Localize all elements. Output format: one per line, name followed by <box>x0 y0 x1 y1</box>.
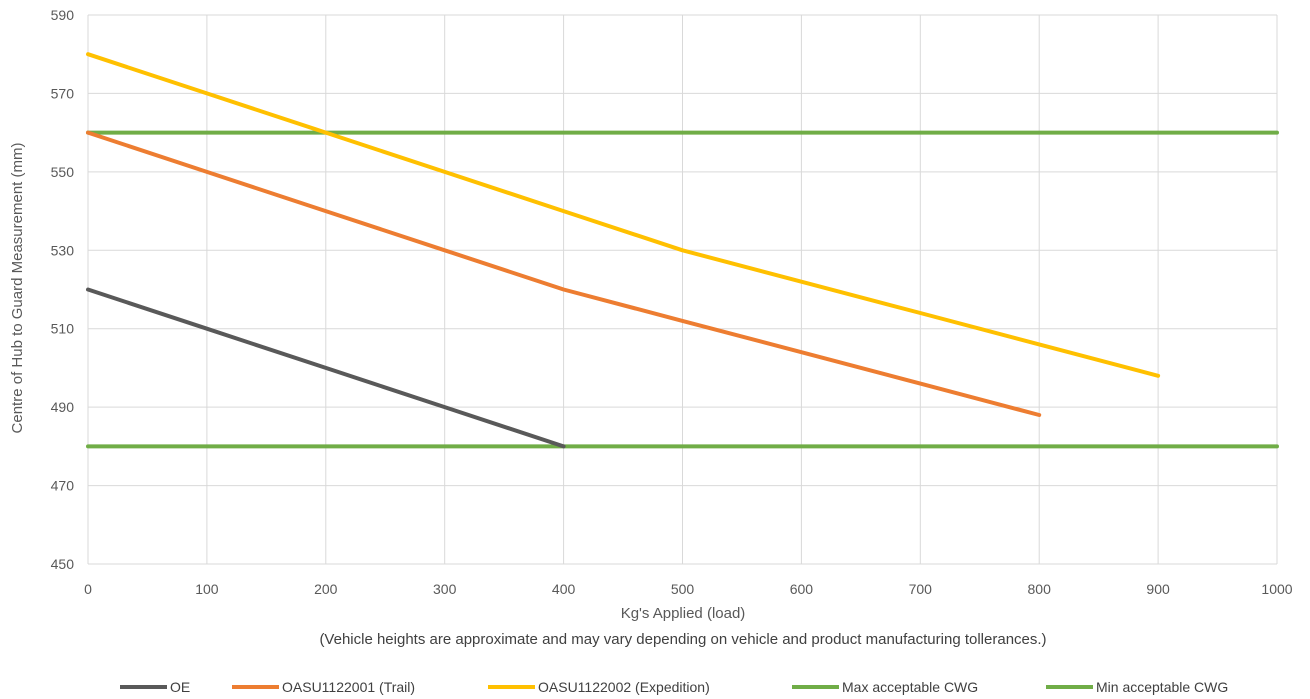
series-line-oasu1122001-trail <box>86 130 1042 417</box>
legend: OE OASU1122001 (Trail) OASU1122002 (Expedi… <box>120 679 1228 695</box>
series-line-oasu1122002-expedition <box>86 52 1161 378</box>
y-tick-label: 470 <box>51 478 75 494</box>
x-tick-label: 500 <box>671 581 695 597</box>
legend-label: OE <box>170 679 190 695</box>
y-tick-label: 550 <box>51 164 75 180</box>
legend-label: Min acceptable CWG <box>1096 679 1228 695</box>
x-tick-label: 600 <box>790 581 814 597</box>
x-tick-label: 800 <box>1028 581 1052 597</box>
legend-label: OASU1122002 (Expedition) <box>538 679 710 695</box>
legend-label: Max acceptable CWG <box>842 679 978 695</box>
x-tick-label: 200 <box>314 581 338 597</box>
x-axis-ticks: 0 100 200 300 400 500 600 700 800 900 1000 <box>84 581 1293 597</box>
legend-item-oasu1122001-trail: OASU1122001 (Trail) <box>232 679 415 695</box>
gridlines <box>87 14 1278 565</box>
x-tick-label: 700 <box>909 581 933 597</box>
chart-note: (Vehicle heights are approximate and may… <box>319 631 1046 648</box>
x-tick-label: 400 <box>552 581 576 597</box>
y-axis-ticks: 450 470 490 510 530 550 570 590 <box>51 7 75 572</box>
series-lines <box>86 52 1279 449</box>
y-tick-label: 530 <box>51 242 75 258</box>
x-tick-label: 900 <box>1146 581 1170 597</box>
y-tick-label: 450 <box>51 556 75 572</box>
x-tick-label: 300 <box>433 581 457 597</box>
x-axis-title: Kg's Applied (load) <box>621 605 746 622</box>
y-tick-label: 490 <box>51 399 75 415</box>
x-tick-label: 100 <box>195 581 219 597</box>
y-tick-label: 570 <box>51 85 75 101</box>
y-tick-label: 510 <box>51 321 75 337</box>
x-tick-label: 1000 <box>1261 581 1292 597</box>
x-tick-label: 0 <box>84 581 92 597</box>
legend-item-min-acceptable-cwg: Min acceptable CWG <box>1046 679 1228 695</box>
y-axis-title: Centre of Hub to Guard Measurement (mm) <box>9 143 26 434</box>
series-line-oe <box>86 287 566 449</box>
legend-item-oasu1122002-expedition: OASU1122002 (Expedition) <box>488 679 710 695</box>
y-tick-label: 590 <box>51 7 75 23</box>
legend-label: OASU1122001 (Trail) <box>282 679 415 695</box>
legend-item-max-acceptable-cwg: Max acceptable CWG <box>792 679 978 695</box>
legend-item-oe: OE <box>120 679 190 695</box>
